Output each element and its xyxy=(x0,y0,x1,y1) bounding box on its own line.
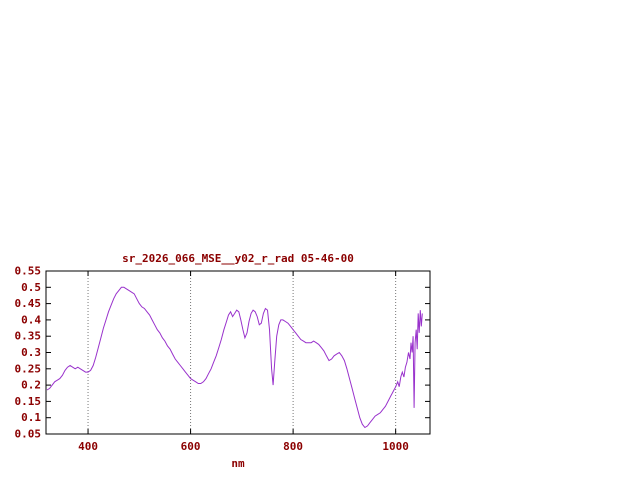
y-tick-label: 0.3 xyxy=(21,346,41,359)
y-axis-tick-labels: 0.05 0.1 0.15 0.2 0.25 0.3 0.35 0.4 0.45 0.5 0.55 xyxy=(15,265,42,441)
x-axis-tick-labels: 400 600 800 1000 xyxy=(78,440,409,453)
y-tick-label: 0.45 xyxy=(15,297,42,310)
chart-title: sr_2026_066_MSE__y02_r_rad 05-46-00 xyxy=(122,252,354,265)
spectrum-line xyxy=(46,286,423,429)
x-tick-label: 400 xyxy=(78,440,98,453)
y-tick-label: 0.25 xyxy=(15,362,42,375)
y-tick-label: 0.2 xyxy=(21,379,41,392)
x-tick-label: 1000 xyxy=(382,440,409,453)
y-tick-label: 0.55 xyxy=(15,265,42,278)
y-tick-label: 0.05 xyxy=(15,428,42,441)
x-axis-title: nm xyxy=(231,457,245,470)
y-tick-label: 0.4 xyxy=(21,313,41,326)
y-tick-label: 0.15 xyxy=(15,395,42,408)
y-tick-label: 0.1 xyxy=(21,411,41,424)
plot-area-border xyxy=(45,270,431,435)
y-tick-label: 0.5 xyxy=(21,281,41,294)
x-tick-label: 800 xyxy=(283,440,303,453)
y-tick-label: 0.35 xyxy=(15,330,42,343)
axis-tick-marks xyxy=(46,270,430,435)
gridlines xyxy=(87,272,397,433)
x-tick-label: 600 xyxy=(181,440,201,453)
